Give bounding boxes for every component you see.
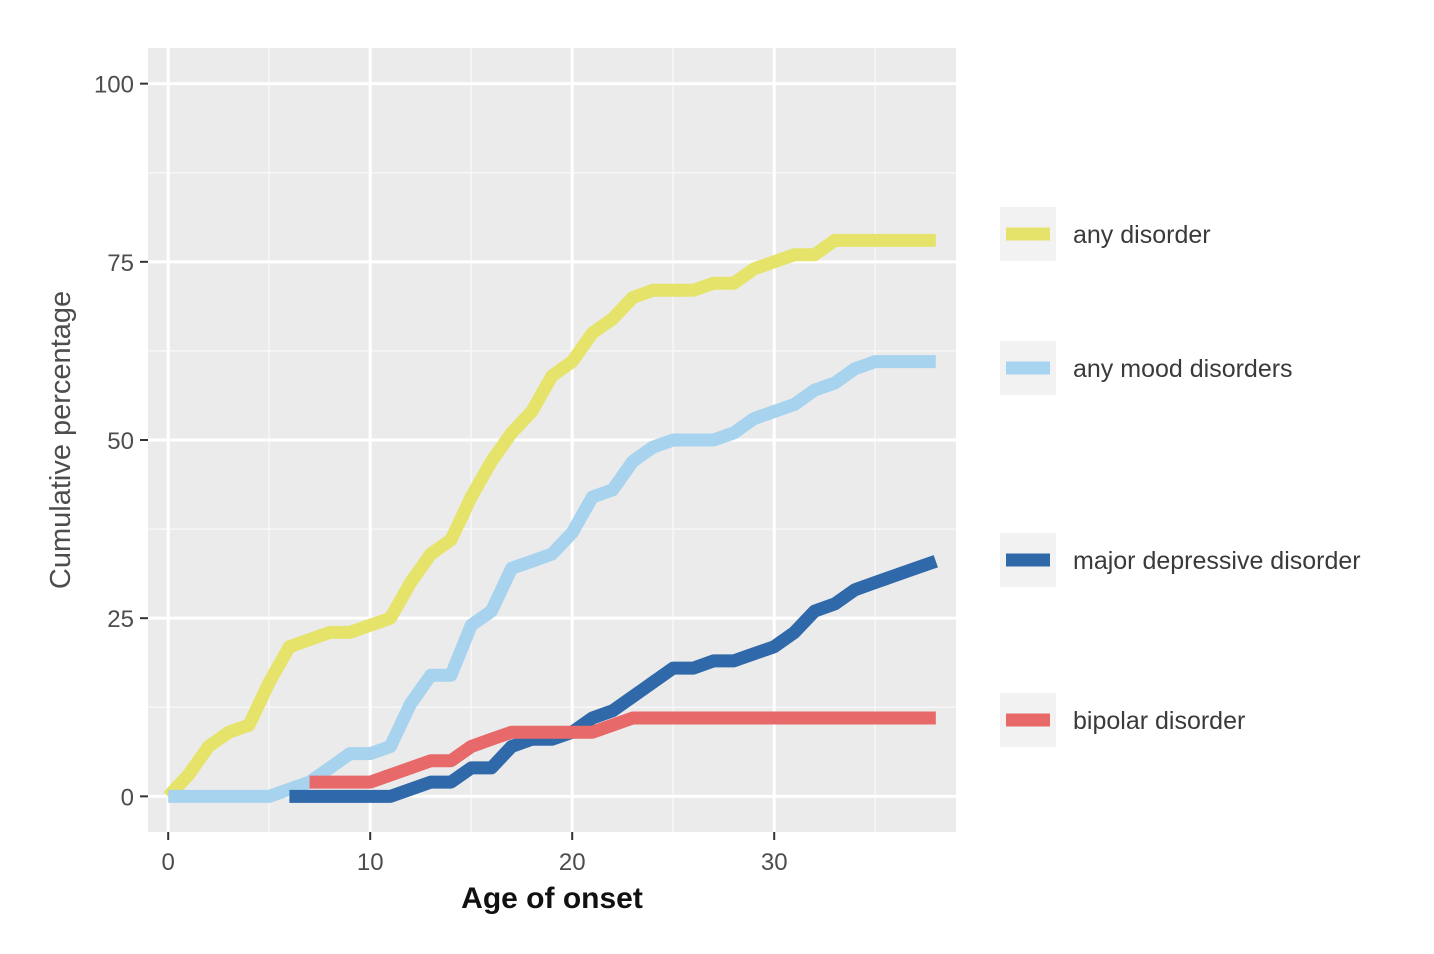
legend-label: any disorder bbox=[1073, 221, 1211, 249]
major-gridlines bbox=[148, 48, 956, 832]
legend: any disorder any mood disorders major depr… bbox=[1000, 207, 1361, 747]
axes: 0 10 20 30 0 25 50 75 100 bbox=[94, 72, 788, 876]
x-tick-label: 20 bbox=[559, 849, 586, 876]
x-tick-label: 10 bbox=[357, 849, 384, 876]
y-tick-label: 75 bbox=[107, 250, 134, 277]
series-line-bipolar-disorder bbox=[309, 711, 936, 789]
x-axis-title: Age of onset bbox=[461, 882, 643, 915]
series-line-major-depressive-disorder bbox=[289, 555, 938, 803]
legend-label: major depressive disorder bbox=[1073, 547, 1361, 575]
series-line-any-disorder bbox=[163, 233, 936, 801]
legend-label: bipolar disorder bbox=[1073, 707, 1245, 735]
x-tick-label: 0 bbox=[162, 849, 175, 876]
x-tick-label: 30 bbox=[761, 849, 788, 876]
y-axis-title: Cumulative percentage bbox=[45, 291, 77, 589]
series-line-any-mood-disorders bbox=[168, 355, 936, 803]
y-tick-label: 100 bbox=[94, 72, 134, 99]
series-layer bbox=[163, 233, 938, 803]
legend-label: any mood disorders bbox=[1073, 355, 1293, 383]
y-tick-label: 50 bbox=[107, 428, 134, 455]
y-tick-label: 0 bbox=[121, 784, 134, 811]
y-tick-label: 25 bbox=[107, 606, 134, 633]
